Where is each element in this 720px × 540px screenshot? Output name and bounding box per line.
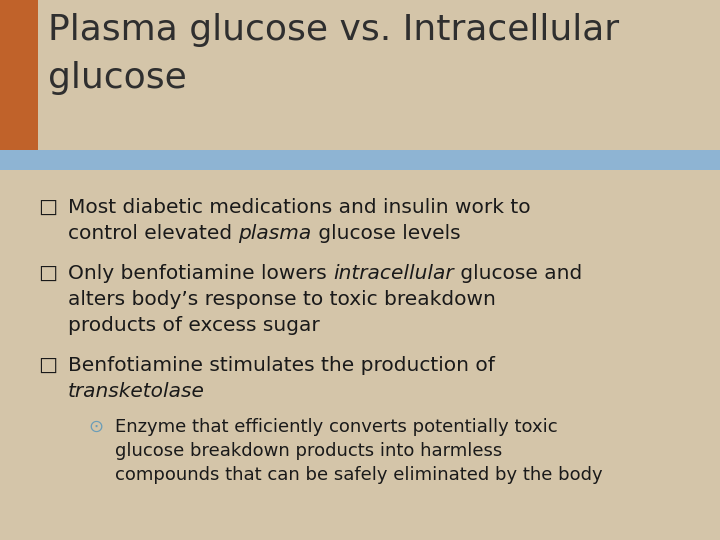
Text: glucose and: glucose and [454,264,582,283]
Text: plasma: plasma [238,224,312,243]
Text: Benfotiamine stimulates the production of: Benfotiamine stimulates the production o… [68,356,495,375]
Bar [0,150,720,170]
Text: alters body’s response to toxic breakdown: alters body’s response to toxic breakdow… [68,290,496,309]
Text: □: □ [38,356,57,375]
Text: Most diabetic medications and insulin work to: Most diabetic medications and insulin wo… [68,198,531,217]
Text: □: □ [38,264,57,283]
Text: control elevated: control elevated [68,224,238,243]
Text: compounds that can be safely eliminated by the body: compounds that can be safely eliminated … [115,466,603,484]
Text: intracellular: intracellular [333,264,454,283]
Text: □: □ [38,198,57,217]
Text: glucose: glucose [48,61,186,95]
Text: Plasma glucose vs. Intracellular: Plasma glucose vs. Intracellular [48,13,619,47]
Text: glucose breakdown products into harmless: glucose breakdown products into harmless [115,442,503,460]
Text: ⊙: ⊙ [88,418,103,436]
Bar [0,0,38,170]
Text: glucose levels: glucose levels [312,224,460,243]
Text: Enzyme that efficiently converts potentially toxic: Enzyme that efficiently converts potenti… [115,418,557,436]
Text: products of excess sugar: products of excess sugar [68,316,320,335]
Text: Only benfotiamine lowers: Only benfotiamine lowers [68,264,333,283]
Text: transketolase: transketolase [68,382,205,401]
